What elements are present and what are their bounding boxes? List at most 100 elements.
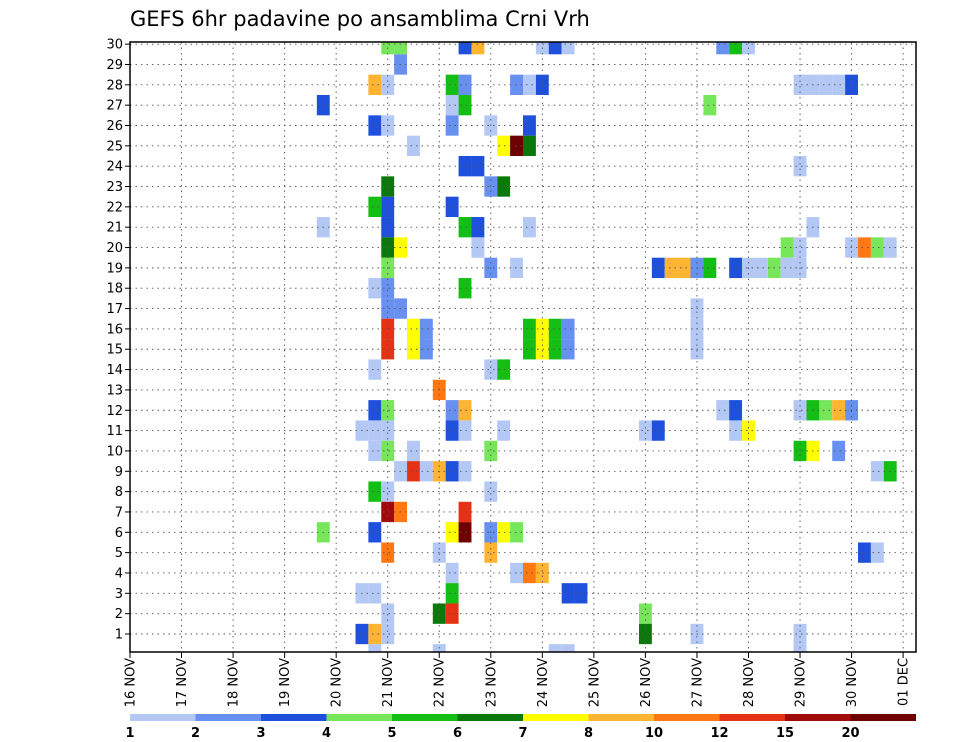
- heatmap-cell: [381, 298, 395, 319]
- heatmap-cell: [535, 562, 549, 584]
- heatmap-cell: [419, 318, 433, 340]
- y-tick-label: 8: [115, 485, 123, 500]
- heatmap-cell: [381, 176, 395, 197]
- x-tick-label: 22 NOV: [433, 658, 448, 707]
- colorbar-swatch: [523, 714, 589, 721]
- x-tick-label: 26 NOV: [639, 658, 654, 707]
- colorbar-legend: 1 2 3 4 5 6 7 8 10 12 15 20: [125, 714, 916, 741]
- heatmap-cell: [523, 339, 536, 360]
- heatmap-cell: [368, 359, 382, 380]
- heatmap-cell: [523, 562, 536, 584]
- y-tick-label: 26: [106, 119, 123, 134]
- colorbar-swatch: [785, 714, 851, 721]
- heatmap-cell: [638, 623, 652, 645]
- heatmap-cell: [561, 318, 575, 340]
- heatmap-cell: [419, 339, 433, 360]
- heatmap-cell: [754, 257, 768, 279]
- heatmap-cell: [497, 176, 511, 197]
- colorbar-tick-label: 20: [841, 726, 859, 741]
- heatmap-cell: [497, 359, 511, 380]
- heatmap-cell: [793, 400, 807, 421]
- colorbar-tick-label: 4: [322, 726, 331, 741]
- y-tick-label: 14: [106, 363, 123, 378]
- heatmap-cell: [407, 135, 420, 157]
- colorbar-swatch: [195, 714, 261, 721]
- heatmap-cell: [523, 217, 536, 238]
- grid-lines: [130, 42, 916, 652]
- y-tick-label: 24: [106, 160, 123, 175]
- heatmap-cell: [368, 196, 382, 218]
- heatmap-cell: [523, 135, 536, 157]
- x-tick-label: 01 DEC: [897, 658, 912, 706]
- heatmap-cell: [458, 94, 472, 116]
- heatmap-cell: [368, 278, 382, 299]
- heatmap-cell: [703, 94, 717, 116]
- heatmap-cell: [471, 42, 485, 55]
- heatmap-cell: [368, 400, 382, 421]
- chart-title: GEFS 6hr padavine po ansamblima Crni Vrh: [130, 7, 590, 31]
- y-tick-label: 6: [115, 526, 123, 541]
- heatmap-cell: [793, 623, 807, 645]
- heatmap-cell: [523, 74, 536, 95]
- x-tick-label: 23 NOV: [484, 658, 499, 707]
- heatmap-cell: [742, 420, 755, 441]
- heatmap-cell: [407, 461, 420, 482]
- y-tick-label: 28: [106, 78, 123, 93]
- x-tick-label: 18 NOV: [227, 658, 242, 707]
- y-tick-label: 21: [106, 221, 123, 236]
- y-tick-label: 1: [115, 628, 123, 643]
- heatmap-cell: [368, 74, 382, 95]
- heatmap-cell: [368, 481, 382, 502]
- heatmap-cell: [510, 562, 523, 584]
- x-tick-label: 21 NOV: [381, 658, 396, 707]
- x-tick-label: 27 NOV: [691, 658, 706, 707]
- heatmap-cell: [484, 542, 498, 563]
- heatmap-cell: [780, 257, 794, 279]
- heatmap-cell: [407, 440, 420, 462]
- heatmap-cell: [445, 74, 459, 95]
- heatmap-cell: [445, 420, 459, 441]
- heatmap-cell: [638, 603, 652, 624]
- heatmap-cell: [381, 278, 395, 299]
- x-axis: 16 NOV 17 NOV 18 NOV 19 NOV 20 NOV 21 NOV 22 N…: [124, 652, 912, 707]
- heatmap-cell: [368, 420, 382, 441]
- heatmap-cell: [548, 644, 562, 652]
- heatmap-cell: [407, 318, 420, 340]
- y-tick-label: 2: [115, 607, 123, 622]
- data-cells: [316, 42, 897, 652]
- x-tick-label: 20 NOV: [330, 658, 345, 707]
- heatmap-cell: [458, 420, 472, 441]
- heatmap-cell: [574, 583, 588, 604]
- heatmap-cell: [445, 583, 459, 604]
- colorbar-tick-label: 12: [710, 726, 728, 741]
- heatmap-cell: [793, 440, 807, 462]
- heatmap-cell: [381, 339, 395, 360]
- heatmap-cell: [458, 278, 472, 299]
- colorbar-tick-label: 10: [645, 726, 663, 741]
- heatmap-cell: [458, 74, 472, 95]
- y-tick-label: 27: [106, 99, 123, 114]
- heatmap-cell: [381, 400, 395, 421]
- x-tick-label: 24 NOV: [536, 658, 551, 707]
- heatmap-cell: [638, 420, 652, 441]
- heatmap-cell: [381, 217, 395, 238]
- y-tick-label: 10: [106, 444, 123, 459]
- colorbar-tick-label: 8: [584, 726, 593, 741]
- heatmap-cell: [561, 644, 575, 652]
- heatmap-cell: [458, 501, 472, 523]
- y-tick-label: 25: [106, 139, 123, 154]
- heatmap-cell: [368, 583, 382, 604]
- heatmap-cell: [445, 115, 459, 136]
- colorbar-swatch: [588, 714, 654, 721]
- heatmap-cell: [510, 522, 523, 543]
- y-tick-label: 3: [115, 587, 123, 602]
- colorbar-swatch: [392, 714, 458, 721]
- heatmap-cell: [523, 318, 536, 340]
- colorbar-tick-label: 3: [256, 726, 265, 741]
- heatmap-cell: [484, 176, 498, 197]
- heatmap-cell: [535, 74, 549, 95]
- x-tick-label: 17 NOV: [175, 658, 190, 707]
- y-tick-label: 17: [106, 302, 123, 317]
- y-tick-label: 22: [106, 200, 123, 215]
